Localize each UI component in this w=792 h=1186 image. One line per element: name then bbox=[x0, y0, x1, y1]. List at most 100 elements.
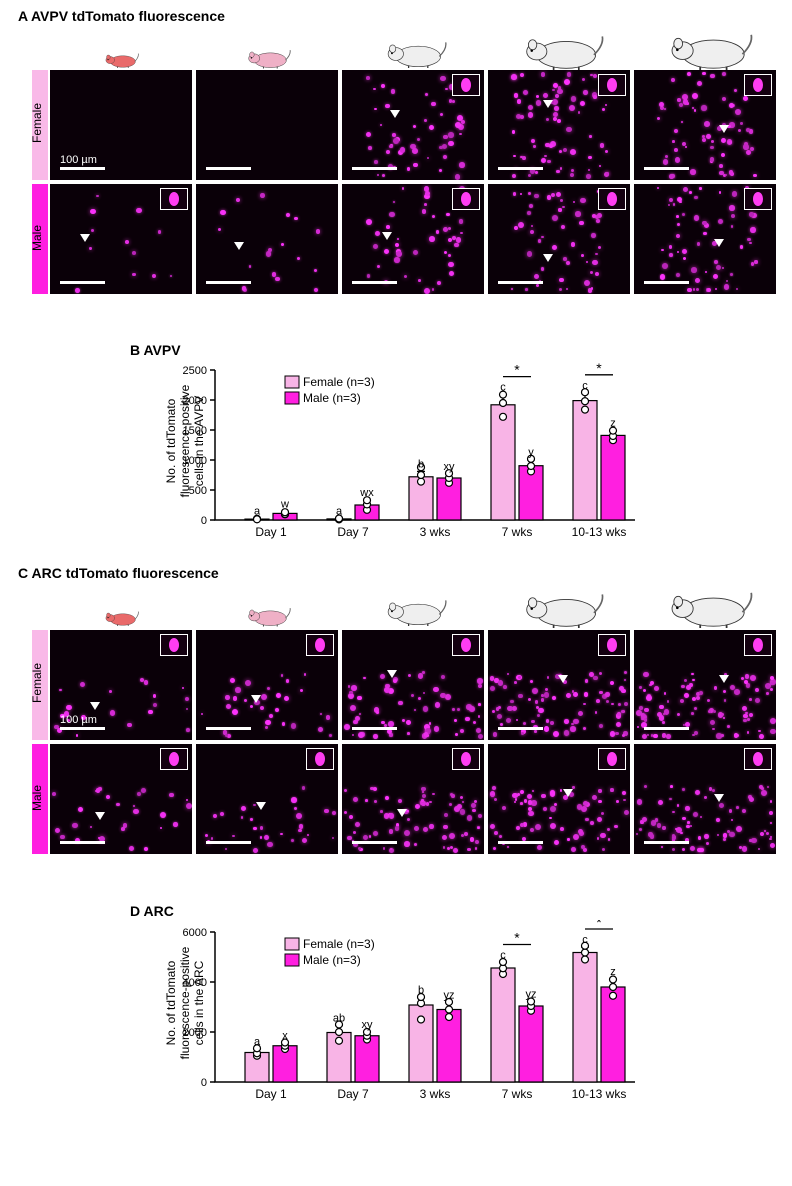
svg-text:wx: wx bbox=[359, 487, 374, 499]
micrograph-inset bbox=[160, 188, 188, 210]
panelD-chart: 0200040006000axDay 1abxyDay 7byz3 wkscyz… bbox=[160, 920, 660, 1120]
bar bbox=[601, 987, 625, 1082]
svg-text:xy: xy bbox=[362, 1019, 374, 1031]
micrograph bbox=[488, 70, 630, 180]
micrograph bbox=[488, 744, 630, 854]
scalebar bbox=[60, 281, 105, 284]
svg-text:a: a bbox=[254, 1036, 261, 1048]
micrograph bbox=[196, 630, 338, 740]
svg-text:z: z bbox=[610, 418, 616, 430]
svg-text:c: c bbox=[582, 934, 588, 946]
arrowhead-marker bbox=[719, 675, 729, 683]
micrograph bbox=[342, 70, 484, 180]
arrowhead-marker bbox=[234, 242, 244, 250]
y-axis-label: No. of tdTomato fluorescence-positive ce… bbox=[164, 366, 206, 516]
svg-text:10-13 wks: 10-13 wks bbox=[572, 1087, 627, 1101]
micrograph bbox=[342, 184, 484, 294]
svg-text:ab: ab bbox=[333, 1013, 345, 1025]
scalebar bbox=[644, 281, 689, 284]
micrograph: 100 µm bbox=[50, 630, 192, 740]
svg-text:Day 7: Day 7 bbox=[337, 1087, 369, 1101]
row-label: Male bbox=[30, 785, 44, 811]
panelC-label: C ARC tdTomato fluorescence bbox=[18, 565, 219, 581]
svg-text:w: w bbox=[280, 499, 289, 511]
svg-text:z: z bbox=[610, 966, 616, 978]
arrowhead-marker bbox=[719, 125, 729, 133]
svg-text:c: c bbox=[500, 382, 506, 394]
data-point bbox=[582, 949, 589, 956]
data-point bbox=[336, 1029, 343, 1036]
svg-text:*: * bbox=[514, 930, 520, 946]
scalebar bbox=[206, 727, 251, 730]
micrograph-inset bbox=[598, 188, 626, 210]
bar bbox=[519, 1006, 543, 1082]
scalebar bbox=[206, 281, 251, 284]
bar bbox=[601, 435, 625, 520]
data-point bbox=[446, 1014, 453, 1021]
micrograph: 100 µm bbox=[50, 70, 192, 180]
arrowhead-marker bbox=[387, 670, 397, 678]
arrowhead-marker bbox=[397, 809, 407, 817]
micrograph-inset bbox=[306, 634, 334, 656]
bar bbox=[491, 405, 515, 520]
arrowhead-marker bbox=[558, 675, 568, 683]
svg-text:x: x bbox=[282, 1030, 288, 1042]
arrowhead-marker bbox=[256, 802, 266, 810]
data-point bbox=[582, 956, 589, 963]
micrograph bbox=[196, 70, 338, 180]
scalebar bbox=[206, 841, 251, 844]
svg-text:b: b bbox=[418, 458, 424, 470]
panelA-label: A AVPV tdTomato fluorescence bbox=[18, 8, 225, 24]
micrograph bbox=[634, 184, 776, 294]
svg-text:Female (n=3): Female (n=3) bbox=[303, 375, 375, 389]
panelC-grid: 100 µm bbox=[50, 630, 780, 854]
data-point bbox=[500, 413, 507, 420]
svg-text:Male (n=3): Male (n=3) bbox=[303, 953, 361, 967]
data-point bbox=[610, 992, 617, 999]
micrograph bbox=[342, 744, 484, 854]
micrograph-inset bbox=[160, 748, 188, 770]
micrograph bbox=[488, 630, 630, 740]
data-point bbox=[500, 400, 507, 407]
panelB-chart: 05001000150020002500awDay 1awxDay 7bxy3 … bbox=[160, 358, 660, 558]
data-point bbox=[446, 1006, 453, 1013]
scalebar bbox=[352, 841, 397, 844]
micrograph-inset bbox=[160, 634, 188, 656]
data-point bbox=[582, 406, 589, 413]
scalebar bbox=[498, 167, 543, 170]
svg-text:3 wks: 3 wks bbox=[420, 1087, 451, 1101]
svg-text:Day 1: Day 1 bbox=[255, 525, 287, 539]
scalebar bbox=[644, 841, 689, 844]
panelD-label: D ARC bbox=[130, 903, 174, 919]
micrograph bbox=[50, 744, 192, 854]
svg-text:b: b bbox=[418, 985, 424, 997]
arrowhead-marker bbox=[390, 110, 400, 118]
arrowhead-marker bbox=[543, 254, 553, 262]
svg-text:7 wks: 7 wks bbox=[502, 525, 533, 539]
bar bbox=[573, 953, 597, 1083]
data-point bbox=[336, 1037, 343, 1044]
panelA-grid: 100 µm bbox=[50, 70, 780, 294]
arrowhead-marker bbox=[251, 695, 261, 703]
bar bbox=[573, 401, 597, 520]
y-axis-label: No. of tdTomato fluorescence-positive ce… bbox=[164, 928, 206, 1078]
arrowhead-marker bbox=[90, 702, 100, 710]
micrograph-inset bbox=[306, 748, 334, 770]
micrograph-inset bbox=[744, 188, 772, 210]
svg-text:*: * bbox=[514, 362, 520, 378]
scalebar bbox=[498, 281, 543, 284]
arrowhead-marker bbox=[543, 100, 553, 108]
svg-text:a: a bbox=[336, 505, 343, 517]
scalebar bbox=[498, 841, 543, 844]
scalebar bbox=[60, 167, 105, 170]
row-label: Female bbox=[30, 103, 44, 143]
micrograph-inset bbox=[744, 634, 772, 656]
data-point bbox=[418, 472, 425, 479]
svg-text:y: y bbox=[528, 447, 534, 459]
scalebar-label: 100 µm bbox=[60, 154, 97, 166]
panelB-label: B AVPV bbox=[130, 342, 181, 358]
scalebar bbox=[498, 727, 543, 730]
svg-text:Female (n=3): Female (n=3) bbox=[303, 937, 375, 951]
scalebar bbox=[352, 281, 397, 284]
micrograph bbox=[342, 630, 484, 740]
